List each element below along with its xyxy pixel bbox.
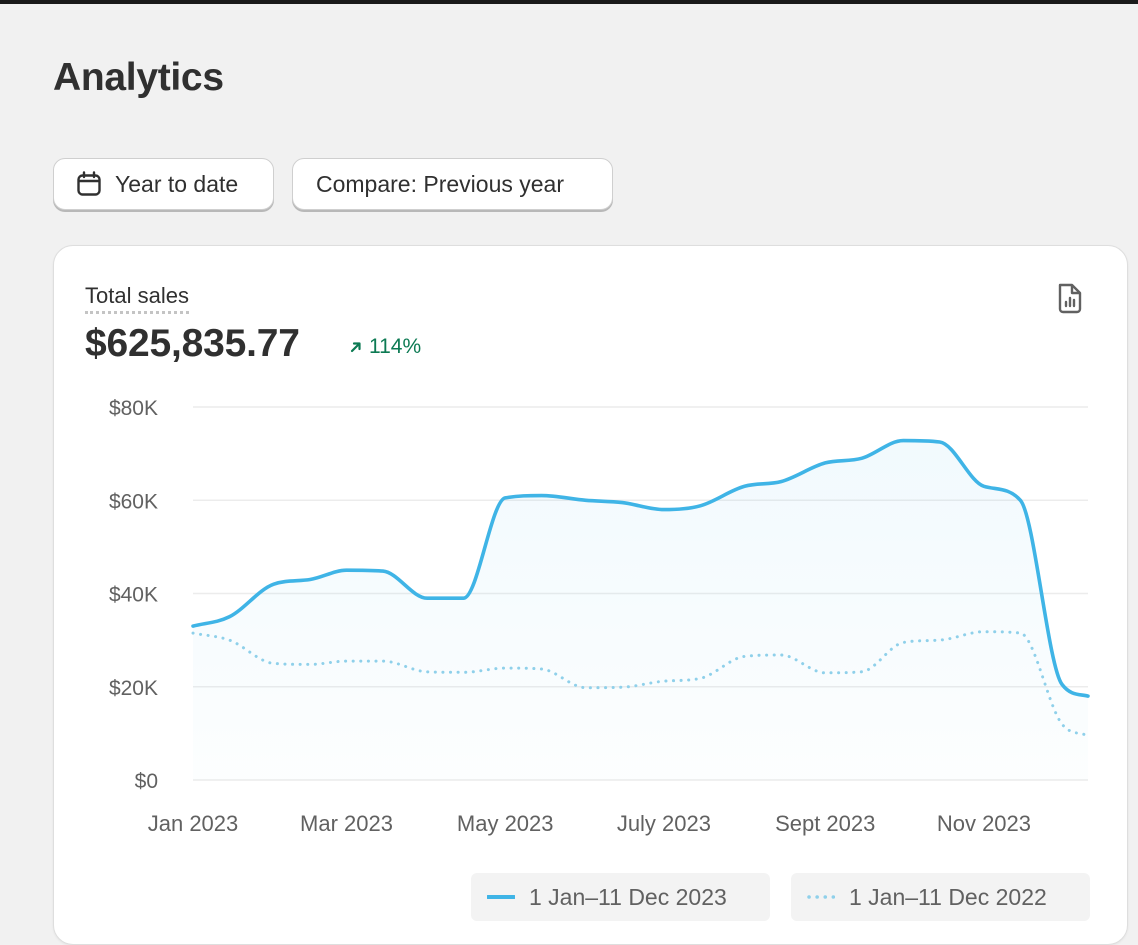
x-tick-label: May 2023 <box>457 811 554 836</box>
legend-item-current[interactable]: 1 Jan–11 Dec 2023 <box>471 873 770 921</box>
x-tick-label: Mar 2023 <box>300 811 393 836</box>
x-tick-label: Sept 2023 <box>775 811 875 836</box>
sales-line-chart: $0 $20K $40K $60K $80K Jan 2023 Mar 2023 May 20… <box>109 397 1090 836</box>
arrow-up-right-icon <box>348 339 364 355</box>
y-tick-label: $80K <box>109 397 158 420</box>
x-tick-label: July 2023 <box>617 811 711 836</box>
y-tick-label: $60K <box>109 490 158 513</box>
legend-dotted-line-icon <box>807 894 835 900</box>
legend-item-previous[interactable]: 1 Jan–11 Dec 2022 <box>791 873 1090 921</box>
date-range-label: Year to date <box>115 170 239 197</box>
x-tick-label: Jan 2023 <box>148 811 239 836</box>
metric-label[interactable]: Total sales <box>85 284 189 314</box>
top-window-edge <box>0 0 1138 4</box>
y-tick-label: $0 <box>135 770 158 793</box>
calendar-icon <box>75 170 103 198</box>
report-export-icon[interactable] <box>1054 281 1086 315</box>
compare-button[interactable]: Compare: Previous year <box>292 158 613 210</box>
metric-change: 114% <box>348 335 421 359</box>
legend-label-previous: 1 Jan–11 Dec 2022 <box>849 883 1047 910</box>
date-range-button[interactable]: Year to date <box>53 158 274 210</box>
y-tick-label: $20K <box>109 677 158 700</box>
legend-label-current: 1 Jan–11 Dec 2023 <box>529 883 727 910</box>
series-current-area <box>193 440 1088 780</box>
series-current-line <box>191 438 1090 698</box>
page-title: Analytics <box>53 56 224 99</box>
metric-change-value: 114% <box>369 335 422 358</box>
compare-label: Compare: Previous year <box>316 170 564 197</box>
x-tick-label: Nov 2023 <box>937 811 1031 836</box>
series-previous-line <box>191 630 1090 738</box>
y-tick-label: $40K <box>109 584 158 607</box>
total-sales-card: Total sales $625,835.77 114% $0 $20K $40K $… <box>53 245 1128 945</box>
legend-solid-line-icon <box>487 894 515 900</box>
metric-value: $625,835.77 <box>85 322 300 365</box>
